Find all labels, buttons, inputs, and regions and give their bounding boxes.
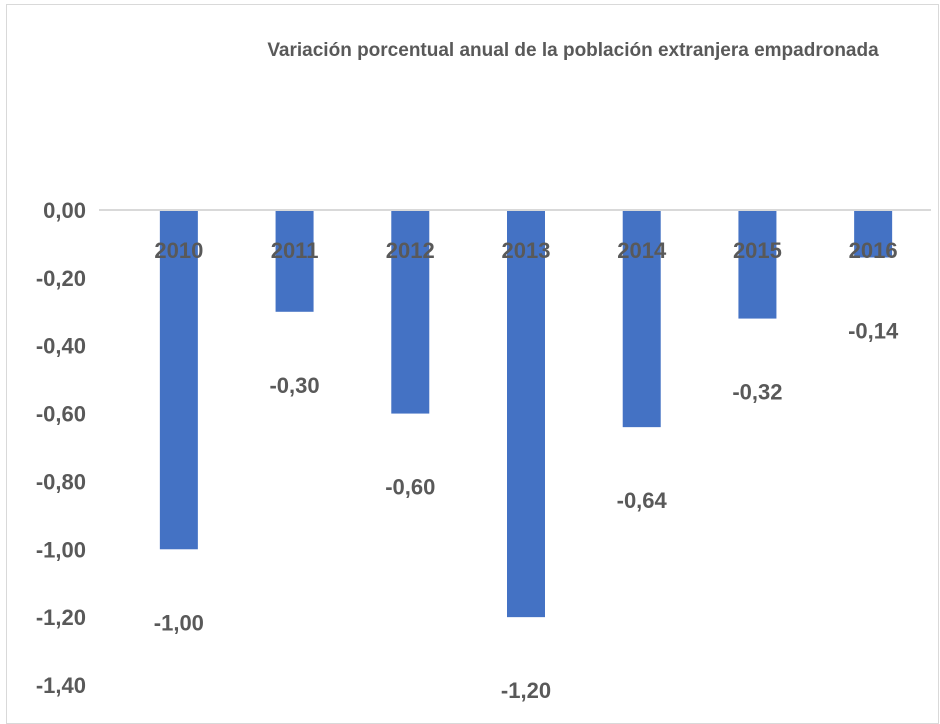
y-tick-label: -0,80 [36, 469, 86, 494]
y-tick-label: -1,00 [36, 537, 86, 562]
data-label: -0,14 [848, 319, 899, 344]
x-tick-label: 2010 [154, 238, 203, 263]
bar-2015 [738, 210, 777, 319]
chart-frame: Variación porcentual anual de la poblaci… [6, 4, 939, 724]
data-label: -0,32 [732, 380, 782, 405]
data-label: -1,00 [154, 610, 204, 635]
x-tick-label: 2013 [502, 238, 551, 263]
bar-2013 [507, 210, 545, 618]
bar-chart: Variación porcentual anual de la poblaci… [36, 40, 931, 704]
data-label: -0,60 [385, 475, 435, 500]
data-label: -0,64 [617, 488, 668, 513]
x-tick-label: 2012 [386, 238, 435, 263]
bar-2014 [622, 210, 661, 428]
chart-title: Variación porcentual anual de la poblaci… [267, 40, 879, 61]
bar-2016 [854, 210, 893, 258]
x-tick-label: 2011 [271, 238, 319, 263]
bar-2012 [391, 210, 430, 414]
bar-2010 [159, 210, 198, 550]
data-label: -0,30 [269, 373, 319, 398]
y-tick-label: -0,40 [36, 334, 86, 359]
data-labels: -1,00 -0,30 -0,60 -1,20 -0,64 -0,32 -0,14 [154, 319, 899, 704]
x-tick-label: 2016 [849, 238, 898, 263]
y-tick-label: 0,00 [43, 198, 86, 223]
y-axis-ticks: 0,00 -0,20 -0,40 -0,60 -0,80 -1,00 -1,20 -1,40 [36, 198, 86, 698]
y-tick-label: -0,60 [36, 402, 86, 427]
y-tick-label: -1,20 [36, 605, 86, 630]
x-tick-label: 2014 [617, 238, 667, 263]
data-label: -1,20 [501, 678, 551, 703]
y-tick-label: -0,20 [36, 266, 86, 291]
bar-2011 [275, 210, 314, 312]
x-tick-label: 2015 [733, 238, 782, 263]
y-tick-label: -1,40 [36, 673, 86, 698]
x-axis-ticks: 2010 2011 2012 2013 2014 2015 2016 [154, 238, 897, 263]
bars [159, 210, 893, 618]
